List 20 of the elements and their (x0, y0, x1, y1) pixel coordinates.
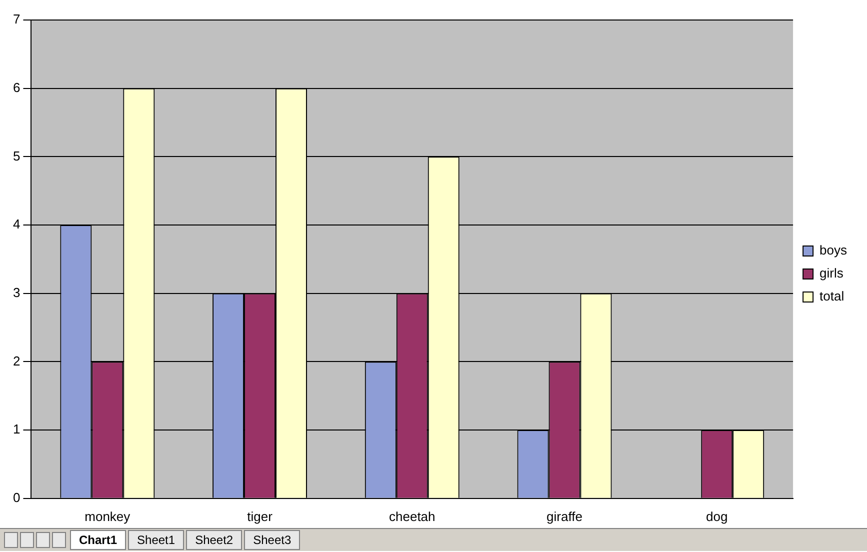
y-tick-label: 6 (12, 80, 20, 95)
text: Sheet2 (186, 530, 242, 550)
y-tick-label: 2 (12, 353, 20, 368)
legend-label: girls (820, 266, 844, 281)
x-tick-label: cheetah (389, 508, 436, 524)
y-tick-label: 3 (12, 284, 20, 300)
x-tick-label: dog (706, 508, 728, 524)
legend-label: boys (820, 242, 848, 258)
text: Sheet1 (128, 530, 184, 550)
y-tick-label: 4 (12, 216, 20, 232)
legend-label: total (820, 288, 844, 304)
text: Sheet3 (244, 530, 300, 550)
caption: Chart1 (70, 530, 126, 550)
y-tick-label: 1 (12, 422, 20, 437)
y-tick-label: 5 (12, 148, 20, 164)
x-tick-label: tiger (247, 508, 274, 524)
x-tick-label: monkey (84, 508, 131, 524)
y-tick-label: 0 (12, 490, 20, 505)
y-tick-label: 7 (12, 12, 20, 27)
x-tick-label: giraffe (546, 508, 582, 524)
